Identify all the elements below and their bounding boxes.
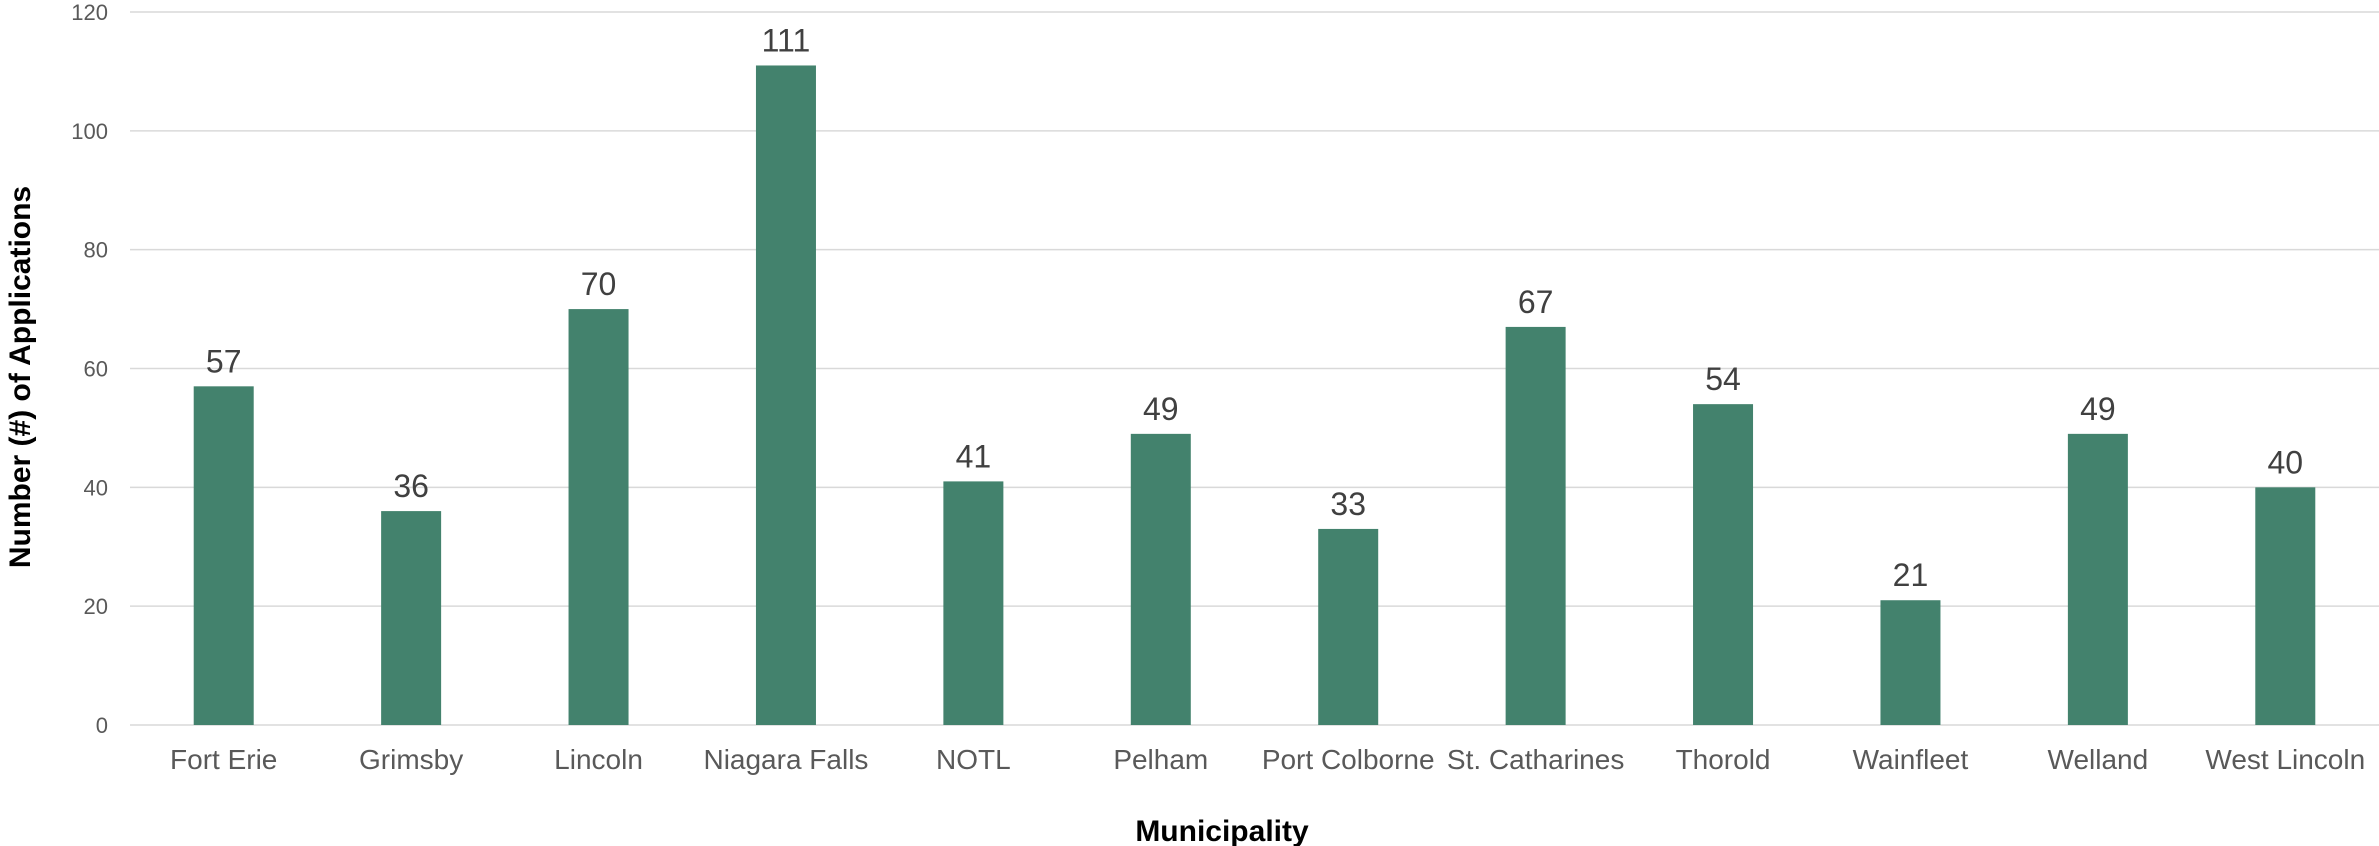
y-axis-ticks: 0 20 40 60 80 100 120 (71, 0, 108, 738)
category-label: Wainfleet (1853, 744, 1969, 775)
data-label: 111 (762, 22, 811, 58)
y-tick-label: 0 (96, 713, 108, 738)
bar (381, 511, 442, 725)
category-label: NOTL (936, 744, 1011, 775)
data-label: 36 (393, 468, 429, 504)
bar (2255, 487, 2316, 725)
category-label: West Lincoln (2205, 744, 2365, 775)
y-tick-label: 40 (84, 475, 108, 500)
bar (2067, 433, 2128, 725)
bar (1130, 433, 1191, 725)
bars (193, 65, 2316, 726)
category-label: Welland (2048, 744, 2149, 775)
data-label: 67 (1518, 284, 1554, 320)
data-label: 21 (1893, 557, 1929, 593)
data-labels: 57 36 70 111 41 49 33 67 54 21 49 40 (206, 22, 2303, 593)
y-tick-label: 80 (84, 238, 108, 263)
bar (943, 481, 1004, 725)
data-label: 54 (1705, 361, 1741, 397)
bar (1880, 600, 1941, 725)
data-label: 33 (1330, 486, 1366, 522)
bar (1505, 326, 1566, 725)
y-tick-label: 20 (84, 594, 108, 619)
data-label: 70 (581, 266, 617, 302)
category-label: St. Catharines (1447, 744, 1624, 775)
category-label: Thorold (1676, 744, 1771, 775)
category-label: Pelham (1113, 744, 1208, 775)
bar (193, 386, 254, 725)
data-label: 40 (2267, 444, 2303, 480)
category-label: Niagara Falls (703, 744, 868, 775)
bar (1693, 404, 1754, 725)
category-label: Port Colborne (1262, 744, 1435, 775)
category-label: Lincoln (554, 744, 643, 775)
y-tick-label: 60 (84, 357, 108, 382)
gridlines (130, 11, 2379, 726)
y-tick-label: 100 (71, 119, 108, 144)
bar (568, 309, 629, 725)
data-label: 49 (1143, 391, 1179, 427)
data-label: 49 (2080, 391, 2116, 427)
bar (1318, 528, 1379, 725)
x-axis-title: Municipality (1135, 815, 1309, 846)
category-label: Grimsby (359, 744, 463, 775)
bar (755, 65, 816, 726)
data-label: 41 (956, 438, 992, 474)
y-axis-title: Number (#) of Applications (4, 186, 37, 568)
data-label: 57 (206, 343, 242, 379)
x-axis-categories: Fort Erie Grimsby Lincoln Niagara Falls NOTL… (170, 744, 2365, 775)
category-label: Fort Erie (170, 744, 277, 775)
y-tick-label: 120 (71, 0, 108, 25)
